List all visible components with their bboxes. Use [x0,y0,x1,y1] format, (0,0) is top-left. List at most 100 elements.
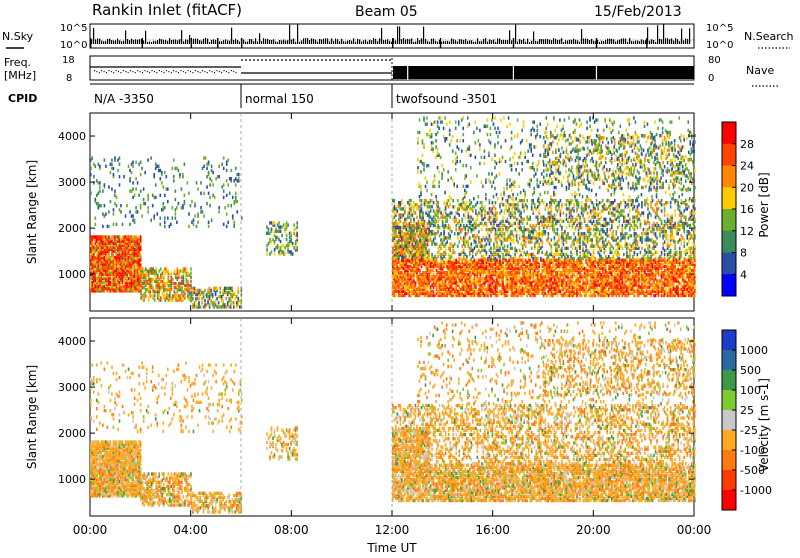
nsky-bar [279,40,280,44]
heatmap-cell [135,177,137,180]
heatmap-cell [223,167,225,170]
nsky-bar [367,42,368,44]
heatmap-cell [211,219,213,222]
heatmap-cell [134,264,136,267]
heatmap-cell [128,256,130,259]
heatmap-cell [108,277,110,280]
nsky-bar [339,41,340,44]
heatmap-cell [526,271,528,274]
heatmap-cell [181,296,183,299]
nsky-bar [521,40,522,44]
heatmap-cell [295,240,297,243]
heatmap-cell [584,267,586,270]
heatmap-cell [430,269,432,272]
nave-dot [212,71,213,72]
heatmap-cell [274,230,276,233]
nsky-bar [509,30,510,44]
heatmap-cell [468,277,470,280]
heatmap-cell [174,269,176,272]
heatmap-cell [96,266,98,269]
heatmap-cell [570,259,572,262]
nsky-bar [609,39,610,44]
heatmap-cell [603,267,605,270]
heatmap-cell [113,212,115,215]
heatmap-cell [107,235,109,238]
heatmap-cell [570,269,572,272]
heatmap-cell [180,286,182,289]
heatmap-cell [481,283,483,286]
nsky-bar [379,38,380,44]
heatmap-cell [596,271,598,274]
nsky-bar [607,39,608,44]
heatmap-cell [585,267,587,270]
heatmap-cell [215,291,217,294]
heatmap-cell [132,275,134,278]
nsky-bar [585,38,586,44]
heatmap-cell [504,285,506,288]
nsky-gap-marker [513,38,514,48]
heatmap-cell [615,273,617,276]
nsky-bar [209,42,210,44]
heatmap-cell [608,288,610,291]
heatmap-cell [635,269,637,272]
heatmap-cell [501,271,503,274]
heatmap-cell [225,291,227,294]
nsky-bar [527,39,528,44]
heatmap-cell [431,265,433,268]
nsky-bar [427,41,428,44]
heatmap-cell [187,280,189,283]
heatmap-cell [181,276,183,279]
heatmap-cell [519,265,521,268]
nsky-bar [629,38,630,44]
heatmap-cell [274,240,276,243]
heatmap-cell [209,204,211,207]
heatmap-cell [152,204,154,207]
heatmap-cell [665,288,667,291]
nave-dot [159,70,160,71]
heatmap-cell [137,268,139,271]
heatmap-cell [617,273,619,276]
nsky-bar [363,40,364,44]
heatmap-cell [116,283,118,286]
nsky-bar [131,39,132,44]
heatmap-cell [271,250,273,253]
heatmap-cell [582,263,584,266]
heatmap-cell [155,183,157,186]
nsky-bar [93,28,94,44]
heatmap-cell [224,303,226,306]
heatmap-cell [212,171,214,174]
heatmap-cell [622,259,624,262]
heatmap-cell [455,292,457,295]
heatmap-cell [198,289,200,292]
heatmap-cell [519,259,521,262]
heatmap-cell [161,208,163,211]
heatmap-cell [535,288,537,291]
heatmap-cell [588,265,590,268]
heatmap-cell [430,259,432,262]
heatmap-cell [131,214,133,217]
heatmap-cell [483,275,485,278]
heatmap-cell [266,225,268,228]
nsky-bar [683,40,684,44]
heatmap-cell [235,183,237,186]
heatmap-cell [269,221,271,224]
heatmap-cell [597,279,599,282]
heatmap-cell [206,167,208,170]
heatmap-cell [395,294,397,297]
heatmap-cell [437,285,439,288]
heatmap-cell [513,292,515,295]
heatmap-cell [138,194,140,197]
heatmap-cell [475,279,477,282]
heatmap-cell [191,221,193,224]
heatmap-cell [647,281,649,284]
heatmap-cell [293,246,295,249]
heatmap-cell [147,206,149,209]
heatmap-cell [563,273,565,276]
heatmap-cell [281,225,283,228]
nsky-bar [581,29,582,44]
heatmap-cell [183,290,185,293]
heatmap-cell [424,285,426,288]
heatmap-cell [596,275,598,278]
heatmap-cell [442,288,444,291]
heatmap-cell [484,277,486,280]
